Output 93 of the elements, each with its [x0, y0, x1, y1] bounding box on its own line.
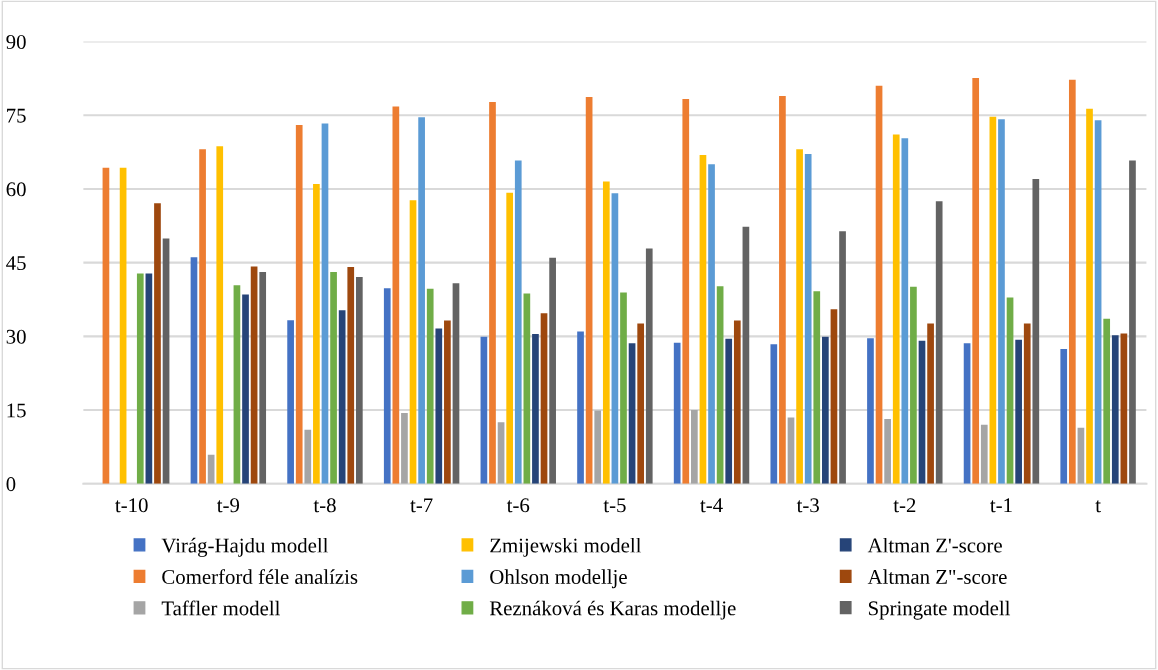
- bar: [1032, 179, 1040, 484]
- y-tick-label: 15: [7, 403, 26, 418]
- bar: [1103, 318, 1111, 484]
- legend-label: Comerford féle analízis: [162, 569, 358, 585]
- x-tick-label: t-9: [216, 498, 240, 513]
- bar: [287, 320, 294, 484]
- bar: [892, 134, 900, 484]
- x-tick-label: t-5: [603, 498, 626, 513]
- legend-label: Ohlson modellje: [490, 569, 627, 589]
- bar: [242, 294, 249, 484]
- legend-label: Altman Z"-score: [867, 569, 1007, 584]
- bar: [594, 410, 602, 484]
- bar: [998, 119, 1005, 484]
- bar: [1060, 349, 1068, 484]
- bar: [577, 331, 584, 484]
- bar: [804, 154, 812, 484]
- bar: [199, 149, 206, 484]
- bar: [338, 310, 346, 484]
- bar: [796, 149, 803, 484]
- bar: [972, 77, 980, 484]
- y-tick-label: 45: [6, 256, 26, 271]
- x-tick-label: t: [1095, 500, 1101, 513]
- y-tick-label: 90: [6, 34, 26, 49]
- bar: [549, 257, 556, 484]
- bar: [136, 273, 144, 484]
- y-tick-label: 30: [6, 329, 26, 344]
- bar: [691, 410, 698, 484]
- bar: [304, 429, 312, 484]
- bar: [418, 117, 425, 484]
- bar: [330, 271, 337, 484]
- y-tick-label: 75: [7, 108, 26, 123]
- bar: [355, 276, 363, 484]
- bar: [426, 288, 434, 484]
- bar: [935, 201, 943, 484]
- bar: [682, 99, 690, 484]
- legend-label: Altman Z'-score: [867, 537, 1002, 553]
- bar: [295, 125, 303, 484]
- bar: [901, 138, 909, 484]
- x-tick-label: t-2: [893, 498, 916, 513]
- bar: [645, 248, 653, 484]
- bar: [1015, 339, 1022, 484]
- bar: [980, 424, 988, 484]
- bar: [708, 164, 715, 484]
- bar: [523, 293, 531, 484]
- bar: [1068, 79, 1076, 484]
- bar: [779, 96, 786, 484]
- bar: [313, 184, 320, 484]
- bar: [259, 271, 267, 484]
- x-tick-label: t-3: [796, 498, 819, 513]
- bar: [770, 344, 778, 484]
- legend-label: Springate modell: [868, 600, 1011, 620]
- bar: [602, 181, 610, 484]
- x-tick-label: t-8: [313, 498, 336, 513]
- bar: [620, 292, 627, 484]
- bar: [673, 342, 681, 484]
- legend-label: Taffler modell: [161, 600, 281, 616]
- bar: [637, 323, 645, 484]
- bar: [1023, 323, 1031, 484]
- bar: [1111, 335, 1119, 484]
- legend-label: Reznáková és Karas modellje: [489, 600, 736, 620]
- bar: [514, 160, 522, 484]
- bar: [725, 338, 733, 484]
- legend-label: Virág-Hajdu modell: [161, 537, 329, 557]
- x-tick-label: t-4: [700, 498, 723, 513]
- bar: [392, 106, 400, 484]
- bar: [216, 146, 224, 484]
- bar: [1129, 160, 1136, 484]
- legend-label: Zmijewski modell: [490, 537, 642, 557]
- bar: [532, 333, 539, 484]
- bar: [910, 286, 917, 484]
- y-tick-label: 0: [6, 477, 16, 492]
- x-tick-label: t-7: [410, 498, 433, 513]
- bar: [867, 338, 874, 484]
- bar: [839, 231, 846, 484]
- bar: [383, 288, 391, 484]
- bar: [154, 203, 161, 484]
- x-tick-label: t-6: [506, 498, 530, 513]
- bar: [401, 412, 408, 484]
- x-tick-label: t-1: [990, 498, 1012, 513]
- x-tick-label: t-10: [115, 498, 148, 513]
- bar: [506, 192, 514, 484]
- bar: [813, 291, 821, 484]
- bar: [884, 418, 891, 484]
- bar: [489, 101, 496, 484]
- bar: [927, 323, 934, 484]
- bar: [435, 328, 443, 484]
- bar: [822, 336, 829, 484]
- bar: [733, 320, 741, 484]
- y-tick-label: 60: [6, 182, 26, 197]
- bar: [347, 267, 355, 484]
- bar: [1086, 108, 1093, 484]
- bar: [207, 454, 215, 484]
- bar: [444, 320, 451, 484]
